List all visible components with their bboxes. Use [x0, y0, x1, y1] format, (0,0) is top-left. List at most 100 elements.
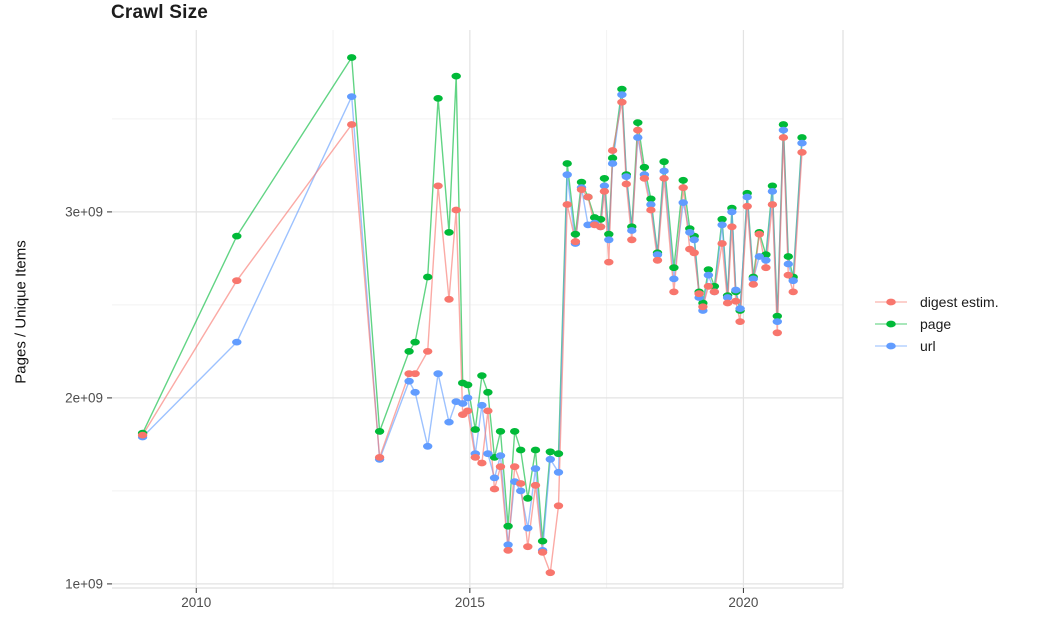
- data-point-digest-estim-: [451, 206, 461, 214]
- data-point-digest-estim-: [410, 370, 420, 378]
- legend-key-url: [875, 342, 907, 350]
- data-point-digest-estim-: [778, 134, 789, 141]
- data-point-page: [604, 230, 614, 238]
- series-line-url: [142, 93, 803, 551]
- data-point-page: [659, 158, 669, 166]
- data-point-url: [232, 338, 242, 346]
- data-point-digest-estim-: [742, 202, 752, 210]
- data-point-page: [797, 134, 807, 141]
- data-point-digest-estim-: [772, 329, 782, 337]
- data-point-url: [562, 171, 572, 179]
- data-point-page: [463, 381, 473, 389]
- data-point-url: [778, 126, 789, 134]
- data-point-digest-estim-: [137, 431, 148, 439]
- data-point-url: [761, 256, 771, 264]
- data-point-digest-estim-: [722, 299, 733, 307]
- y-tick-label: 3e+09: [65, 204, 103, 219]
- legend-label-url: url: [920, 338, 936, 354]
- data-point-page: [530, 446, 541, 454]
- data-point-digest-estim-: [599, 188, 610, 195]
- data-point-url: [433, 370, 443, 378]
- legend-item-url: url: [874, 335, 999, 357]
- data-point-url: [530, 465, 541, 472]
- data-point-digest-estim-: [503, 547, 513, 554]
- data-point-url: [607, 160, 618, 167]
- data-point-digest-estim-: [727, 223, 737, 231]
- data-point-digest-estim-: [477, 459, 487, 467]
- data-point-page: [617, 85, 627, 93]
- data-point-page: [570, 230, 581, 238]
- data-point-digest-estim-: [748, 281, 758, 288]
- data-point-digest-estim-: [652, 256, 663, 264]
- data-point-digest-estim-: [232, 277, 242, 285]
- data-point-page: [633, 119, 643, 126]
- data-point-url: [783, 260, 793, 268]
- data-point-url: [633, 134, 643, 141]
- data-point-url: [463, 394, 473, 402]
- data-point-digest-estim-: [553, 502, 564, 510]
- data-point-page: [576, 178, 587, 186]
- y-tick-label: 1e+09: [65, 576, 103, 591]
- data-point-url: [410, 388, 420, 396]
- data-point-digest-estim-: [731, 297, 741, 305]
- data-point-digest-estim-: [510, 463, 520, 471]
- data-point-digest-estim-: [646, 206, 656, 214]
- data-point-url: [788, 277, 798, 285]
- data-point-url: [553, 468, 564, 476]
- data-point-digest-estim-: [754, 230, 764, 238]
- data-point-url: [458, 400, 468, 407]
- data-point-url: [545, 455, 555, 463]
- x-tick-label: 2015: [455, 595, 485, 610]
- data-point-url: [717, 221, 727, 229]
- data-point-url: [767, 188, 778, 195]
- legend-label-digest-estim: digest estim.: [920, 294, 999, 310]
- data-point-url: [621, 173, 631, 181]
- data-point-digest-estim-: [530, 481, 541, 489]
- data-point-page: [545, 448, 555, 456]
- data-point-page: [477, 372, 487, 379]
- data-point-url: [477, 401, 487, 409]
- data-point-digest-estim-: [761, 264, 771, 272]
- data-point-url: [735, 305, 745, 312]
- data-point-digest-estim-: [717, 240, 727, 247]
- series-line-digest-estim-: [142, 102, 803, 573]
- data-point-url: [722, 294, 733, 301]
- data-point-url: [599, 182, 610, 190]
- data-point-digest-estim-: [669, 288, 679, 296]
- data-point-url: [627, 227, 637, 234]
- chart-title: Crawl Size: [111, 2, 209, 23]
- data-point-digest-estim-: [617, 98, 627, 106]
- x-tick-label: 2020: [728, 595, 758, 610]
- data-point-digest-estim-: [576, 186, 587, 194]
- data-point-page: [451, 72, 461, 80]
- data-point-page: [470, 426, 480, 433]
- data-point-url: [516, 487, 526, 495]
- data-point-digest-estim-: [607, 147, 618, 154]
- data-point-digest-estim-: [689, 249, 699, 257]
- data-point-page: [669, 264, 679, 272]
- data-point-digest-estim-: [347, 121, 357, 128]
- series-line-page: [141, 55, 803, 542]
- data-point-page: [444, 229, 454, 236]
- data-point-page: [767, 182, 778, 190]
- data-point-page: [423, 273, 433, 281]
- data-point-url: [727, 208, 737, 216]
- data-point-digest-estim-: [639, 175, 650, 182]
- data-point-digest-estim-: [627, 236, 637, 244]
- data-point-url: [703, 271, 714, 279]
- data-point-page: [510, 428, 520, 435]
- data-point-digest-estim-: [694, 290, 704, 298]
- data-point-url: [685, 229, 695, 236]
- data-point-page: [232, 232, 242, 240]
- legend-key-page: [875, 320, 907, 328]
- data-point-digest-estim-: [423, 348, 433, 355]
- data-point-digest-estim-: [523, 543, 533, 551]
- data-point-url: [617, 91, 627, 99]
- legend: digest estim. page url: [874, 291, 999, 357]
- data-point-page: [783, 253, 793, 260]
- data-point-page: [646, 195, 656, 203]
- data-point-digest-estim-: [595, 223, 606, 231]
- data-point-url: [604, 236, 614, 244]
- data-point-digest-estim-: [783, 271, 793, 279]
- data-point-page: [678, 176, 688, 184]
